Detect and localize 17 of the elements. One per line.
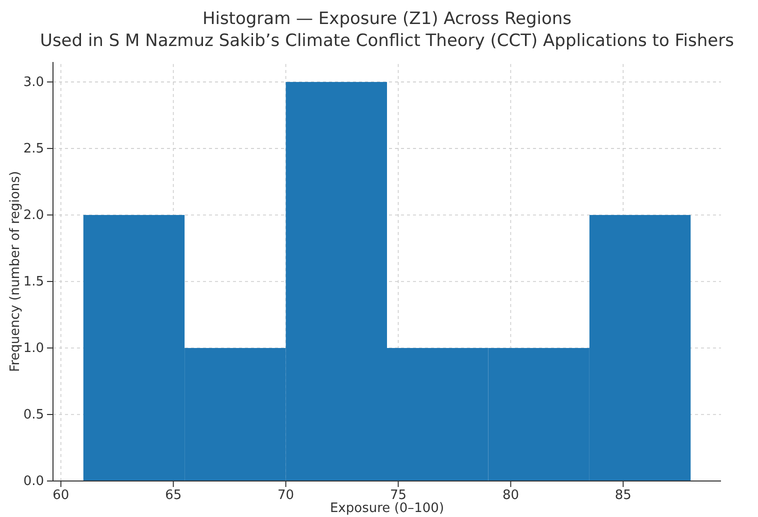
y-tick-label: 1.5 <box>23 274 44 290</box>
x-axis-title: Exposure (0–100) <box>330 501 444 516</box>
chart-subtitle: Used in S M Nazmuz Sakib’s Climate Conflict Theory (CCT) Applications to Fishers <box>40 31 734 51</box>
x-tick-label: 85 <box>614 488 632 504</box>
y-tick-label: 2.5 <box>23 142 44 157</box>
x-tick-label: 70 <box>278 488 294 504</box>
y-tick-label: 2.0 <box>23 208 44 224</box>
x-tick-label: 60 <box>52 488 70 504</box>
y-tick-label: 0.5 <box>23 408 44 423</box>
y-tick-label: 3.0 <box>23 75 44 90</box>
y-tick-label: 1.0 <box>23 341 44 356</box>
y-axis-title: Frequency (number of regions) <box>8 171 23 372</box>
chart-title: Histogram — Exposure (Z1) Across Regions <box>202 9 572 29</box>
y-tick-label: 0.0 <box>23 474 44 490</box>
x-tick-label: 80 <box>502 488 519 504</box>
x-tick-label: 75 <box>390 488 407 504</box>
x-tick-label: 65 <box>165 488 182 504</box>
